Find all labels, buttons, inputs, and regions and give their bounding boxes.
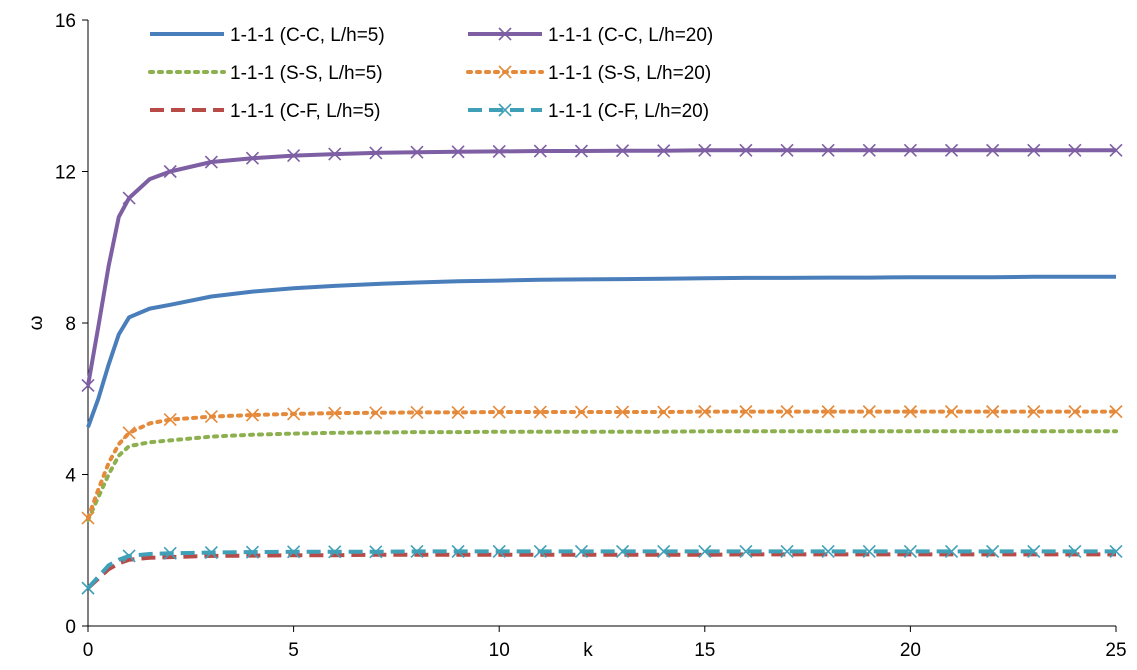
x-tick-label: 10 (489, 640, 510, 661)
series-4 (82, 406, 1122, 524)
y-tick-label: 4 (65, 466, 76, 487)
x-tick-label: 0 (83, 640, 94, 661)
data-point-marker (123, 192, 135, 204)
y-tick-label: 8 (65, 314, 76, 335)
y-axis-title: ω (26, 315, 47, 330)
series-3 (88, 431, 1116, 520)
legend-entry-3: 1-1-1 (S-S, L/h=5) (150, 63, 383, 84)
series-layer (82, 144, 1122, 594)
y-tick-label: 0 (65, 617, 76, 638)
legend-label: 1-1-1 (S-S, L/h=20) (548, 63, 711, 84)
legend-entry-2: 1-1-1 (C-C, L/h=20) (468, 25, 713, 46)
legend-label: 1-1-1 (C-F, L/h=5) (230, 101, 380, 122)
series-line (88, 412, 1116, 518)
x-tick-label: 15 (694, 640, 715, 661)
series-1 (88, 277, 1116, 427)
x-axis-title: k (583, 640, 593, 661)
legend-label: 1-1-1 (S-S, L/h=5) (230, 63, 383, 84)
series-line (88, 551, 1116, 588)
x-tick-label: 5 (288, 640, 299, 661)
series-line (88, 150, 1116, 385)
legend-entry-4: 1-1-1 (S-S, L/h=20) (468, 63, 711, 84)
series-5 (88, 554, 1116, 588)
series-line (88, 431, 1116, 520)
x-tick-label: 20 (900, 640, 921, 661)
data-point-marker (575, 406, 587, 418)
legend-label: 1-1-1 (C-F, L/h=20) (548, 101, 709, 122)
legend-entry-5: 1-1-1 (C-F, L/h=5) (150, 101, 380, 122)
y-tick-label: 16 (55, 11, 76, 32)
y-tick-label: 12 (55, 163, 76, 184)
legend-label: 1-1-1 (C-C, L/h=20) (548, 25, 713, 46)
legend-entry-6: 1-1-1 (C-F, L/h=20) (468, 101, 709, 122)
series-line (88, 277, 1116, 427)
data-point-marker (288, 408, 300, 420)
series-6 (82, 545, 1122, 594)
series-2 (82, 144, 1122, 391)
data-point-marker (863, 406, 875, 418)
legend-label: 1-1-1 (C-C, L/h=5) (230, 25, 385, 46)
data-point-marker (499, 66, 511, 78)
x-tick-label: 25 (1105, 640, 1126, 661)
series-line (88, 554, 1116, 588)
legend: 1-1-1 (C-C, L/h=5) 1-1-1 (C-C, L/h=20) 1-1… (150, 25, 713, 122)
legend-entry-1: 1-1-1 (C-C, L/h=5) (150, 25, 385, 46)
